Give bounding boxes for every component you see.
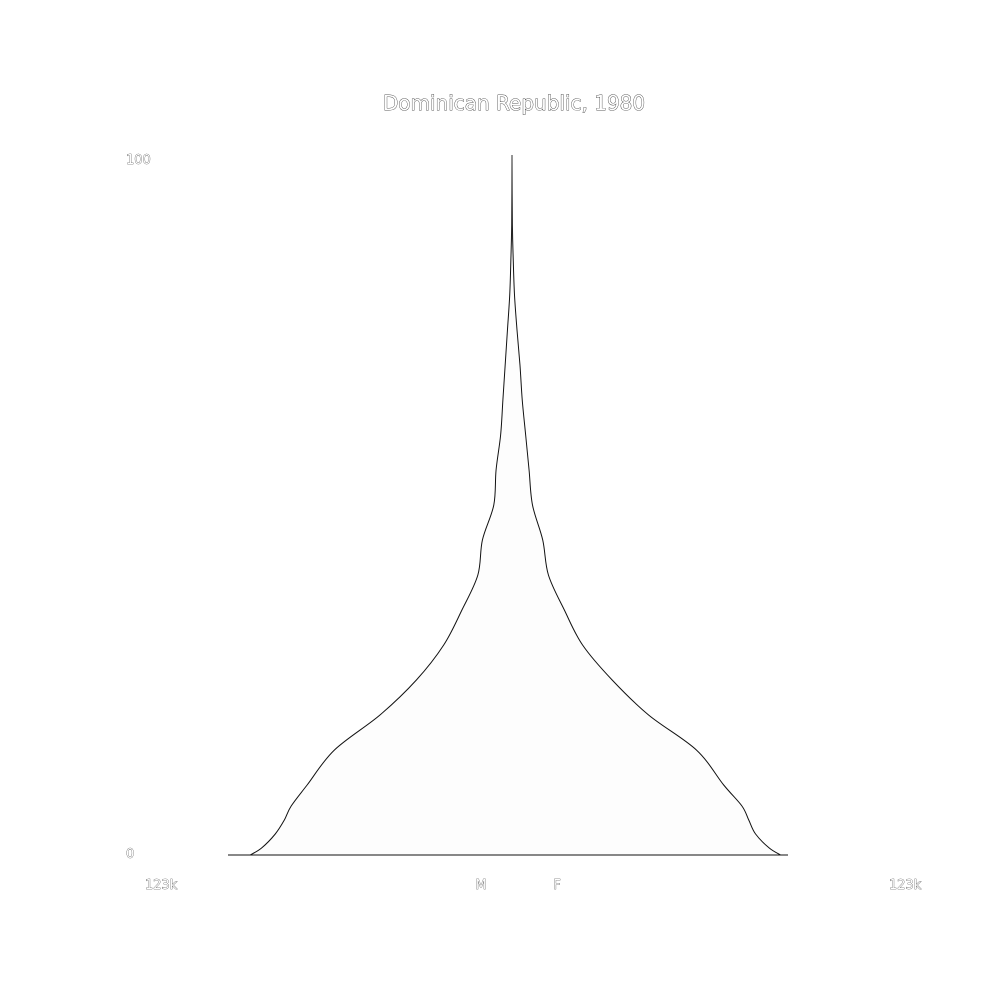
x-axis-left-max-label: 123k [145,878,178,893]
legend-male-label: M [475,878,486,893]
y-axis-max-label: 100 [126,153,151,168]
series-outline-f [511,154,781,856]
legend-female-label: F [553,878,560,893]
chart-title: Dominican Republic, 1980 [383,91,645,115]
series-area-m [250,155,512,855]
pyramid-shapes [249,154,781,856]
series-outline-m [249,154,513,856]
y-axis-min-label: 0 [126,847,134,862]
series-area-f [512,155,781,855]
x-axis-right-max-label: 123k [889,878,922,893]
